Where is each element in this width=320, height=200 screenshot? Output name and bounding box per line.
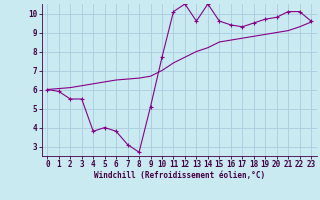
X-axis label: Windchill (Refroidissement éolien,°C): Windchill (Refroidissement éolien,°C) [94,171,265,180]
